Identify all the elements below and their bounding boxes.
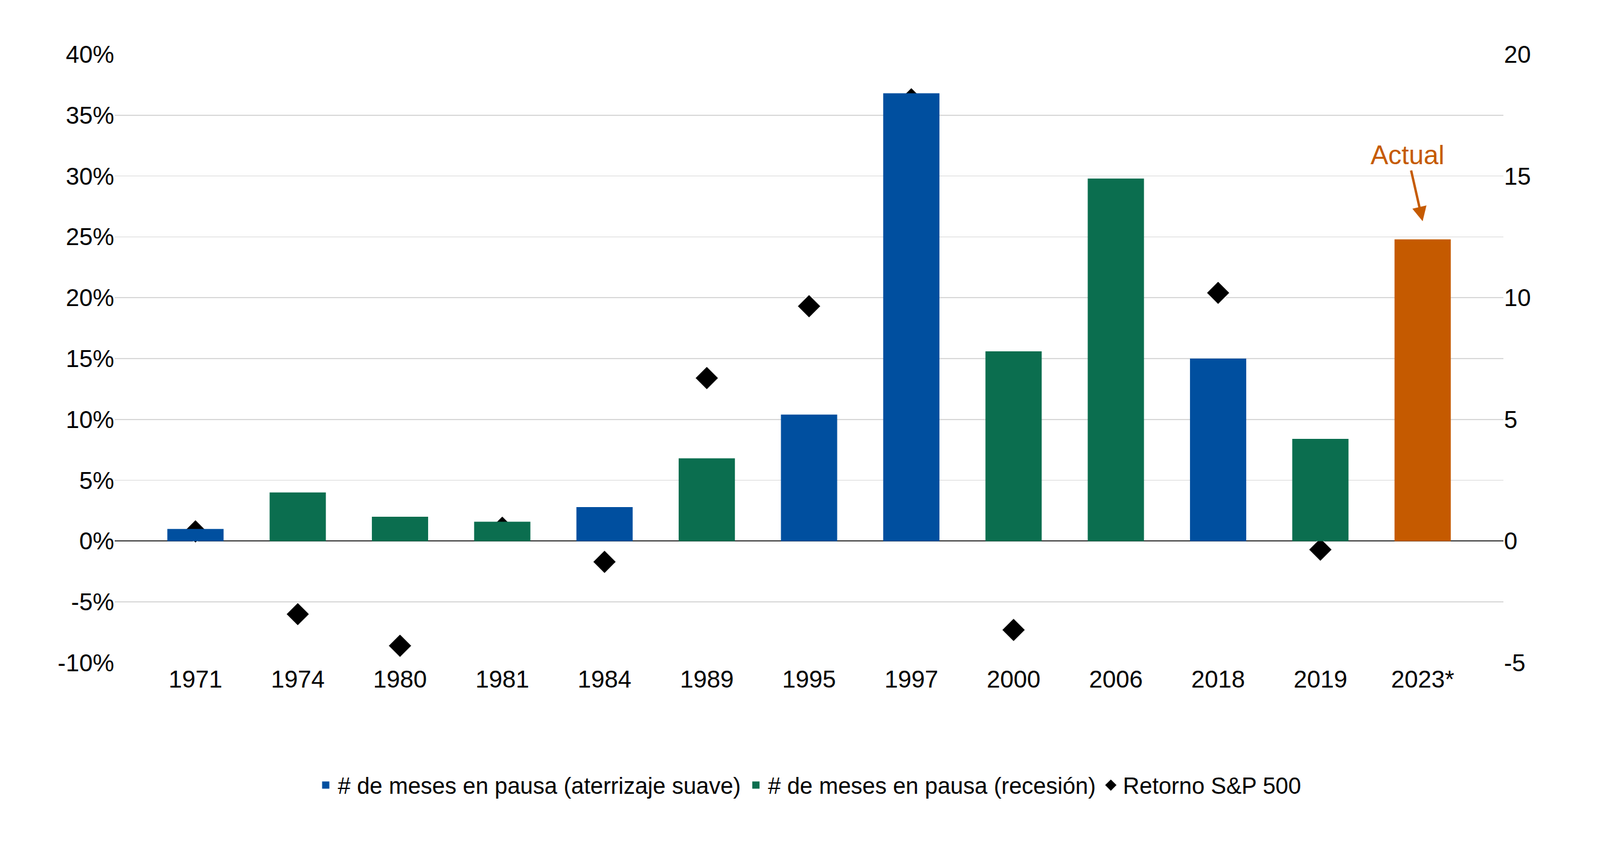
svg-text:Retorno S&P 500: Retorno S&P 500 <box>1123 773 1302 799</box>
svg-text:1984: 1984 <box>577 665 632 693</box>
svg-text:# de meses en pausa (aterrizaj: # de meses en pausa (aterrizaje suave) <box>338 773 741 799</box>
svg-text:2023*: 2023* <box>1391 665 1455 693</box>
svg-text:5%: 5% <box>79 467 115 494</box>
svg-text:15: 15 <box>1504 163 1532 190</box>
svg-text:0%: 0% <box>79 527 115 555</box>
svg-text:15%: 15% <box>65 345 115 372</box>
svg-text:35%: 35% <box>65 102 115 129</box>
svg-text:-10%: -10% <box>57 649 115 677</box>
svg-text:1981: 1981 <box>475 665 529 693</box>
svg-text:Actual: Actual <box>1370 140 1445 170</box>
svg-text:# de meses en pausa (recesión): # de meses en pausa (recesión) <box>768 773 1096 799</box>
svg-text:-5%: -5% <box>71 588 115 616</box>
svg-text:2006: 2006 <box>1089 665 1143 693</box>
svg-text:20%: 20% <box>65 284 115 311</box>
svg-text:-5: -5 <box>1504 649 1526 677</box>
svg-text:25%: 25% <box>65 223 115 250</box>
svg-text:10%: 10% <box>65 406 115 433</box>
svg-text:1974: 1974 <box>271 665 325 693</box>
svg-text:10: 10 <box>1504 284 1532 311</box>
svg-text:1980: 1980 <box>373 665 427 693</box>
svg-text:1997: 1997 <box>884 665 939 693</box>
svg-text:1971: 1971 <box>168 665 223 693</box>
svg-text:5: 5 <box>1504 406 1518 433</box>
svg-text:0: 0 <box>1504 527 1518 555</box>
svg-text:1989: 1989 <box>679 665 734 693</box>
svg-text:20: 20 <box>1504 41 1532 68</box>
svg-text:2019: 2019 <box>1293 665 1348 693</box>
svg-text:40%: 40% <box>65 41 115 68</box>
svg-text:2018: 2018 <box>1191 665 1245 693</box>
svg-text:2000: 2000 <box>986 665 1041 693</box>
svg-text:1995: 1995 <box>782 665 837 693</box>
svg-text:30%: 30% <box>65 163 115 190</box>
